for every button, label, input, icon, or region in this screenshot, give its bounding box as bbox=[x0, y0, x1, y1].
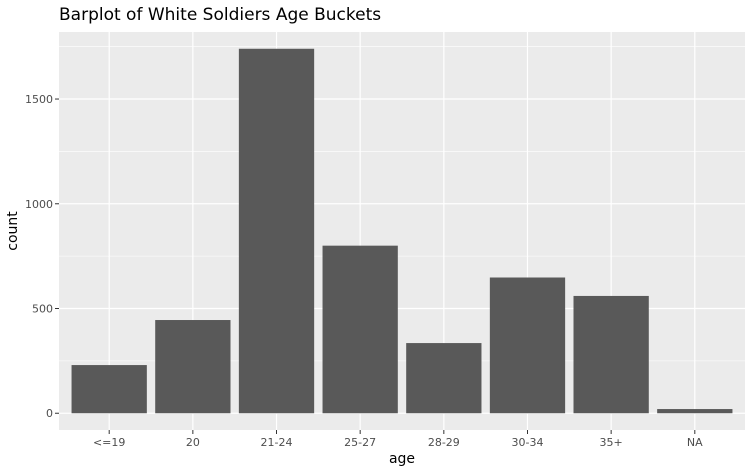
y-axis-title: count bbox=[5, 211, 21, 251]
bar-28-29 bbox=[406, 343, 482, 414]
x-tick-label: 25-27 bbox=[344, 436, 376, 449]
y-tick-label: 0 bbox=[46, 407, 53, 420]
y-tick-label: 1500 bbox=[25, 93, 53, 106]
x-tick-label: 21-24 bbox=[261, 436, 293, 449]
bar-20 bbox=[155, 320, 231, 414]
x-tick-label: 20 bbox=[186, 436, 200, 449]
bar-30-34 bbox=[489, 277, 566, 414]
x-axis-ticks: <=19 20 21-24 25-27 28-29 30-34 35+ NA bbox=[93, 430, 703, 449]
y-tick-label: 500 bbox=[32, 303, 53, 316]
x-axis-title: age bbox=[389, 451, 415, 467]
y-tick-label: 1000 bbox=[25, 198, 53, 211]
x-tick-label: <=19 bbox=[93, 436, 125, 449]
bar-<=19 bbox=[71, 365, 147, 414]
x-tick-label: 28-29 bbox=[428, 436, 460, 449]
y-axis-ticks: 0 500 1000 1500 bbox=[25, 93, 59, 420]
bar-35+ bbox=[573, 295, 649, 414]
bar-21-24 bbox=[238, 48, 315, 414]
bars bbox=[71, 48, 733, 414]
x-tick-label: 30-34 bbox=[512, 436, 544, 449]
bar-25-27 bbox=[322, 245, 398, 414]
x-tick-label: NA bbox=[687, 436, 703, 449]
chart-title: Barplot of White Soldiers Age Buckets bbox=[59, 5, 381, 25]
bar-NA bbox=[657, 409, 733, 414]
x-tick-label: 35+ bbox=[600, 436, 623, 449]
